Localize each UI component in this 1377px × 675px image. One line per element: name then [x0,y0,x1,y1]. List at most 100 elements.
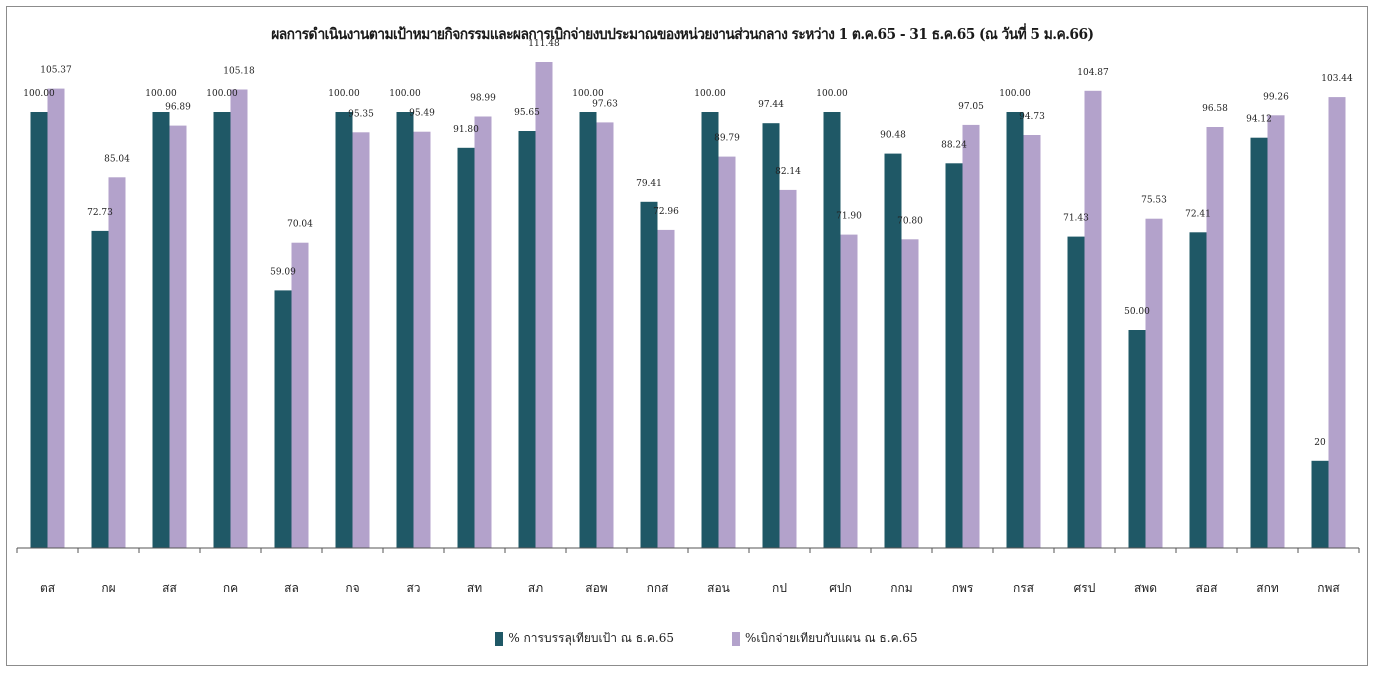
category-label-7: สท [467,581,482,595]
bar-series-2-11 [718,156,736,548]
category-label-11: สอน [707,581,730,595]
bar-series-1-3 [213,112,231,548]
bar-series-1-9 [579,112,597,548]
legend-label-series-2: %เบิกจ่ายเทียบกับแผน ณ ธ.ค.65 [744,631,918,645]
data-label-series-1-1: 72.73 [87,208,113,218]
data-label-series-2-16: 94.73 [1019,112,1045,122]
data-label-series-1-7: 91.80 [453,125,479,135]
bar-series-1-10 [640,201,658,549]
legend-item-series-2: %เบิกจ่ายเทียบกับแผน ณ ธ.ค.65 [731,629,918,648]
category-label-16: กรส [1013,581,1035,595]
bar-series-1-4 [274,290,292,548]
category-label-14: กกม [890,581,912,595]
data-label-series-2-7: 98.99 [470,94,496,104]
bar-series-1-16 [1006,112,1024,548]
category-label-12: กป [772,581,787,595]
bar-series-2-1 [108,177,126,549]
data-label-series-1-11: 100.00 [694,89,726,99]
data-label-series-2-1: 85.04 [104,154,130,164]
bar-series-1-13 [823,112,841,548]
data-label-series-1-14: 90.48 [880,131,906,141]
category-label-4: สล [284,581,299,595]
bar-series-2-13 [840,234,858,548]
data-label-series-2-11: 89.79 [714,134,740,144]
category-label-13: ศปก [829,581,852,595]
bar-series-1-8 [518,131,536,548]
data-label-series-2-10: 72.96 [653,207,679,217]
category-label-3: กค [223,581,238,595]
category-label-5: กจ [345,581,359,595]
data-label-series-1-18: 50.00 [1124,307,1150,317]
data-label-series-1-4: 59.09 [270,267,296,277]
data-label-series-2-12: 82.14 [775,167,801,177]
data-label-series-1-8: 95.65 [514,108,540,118]
bar-series-1-2 [152,112,170,548]
bar-series-1-12 [762,123,780,548]
legend-swatch-series-2 [731,631,740,646]
data-label-series-1-0: 100.00 [23,89,55,99]
data-label-series-2-20: 99.26 [1263,92,1289,102]
data-label-series-2-4: 70.04 [287,220,313,230]
bar-series-2-17 [1084,90,1102,549]
data-label-series-2-19: 96.58 [1202,104,1228,114]
bar-series-2-6 [413,131,431,548]
data-label-series-2-13: 71.90 [836,212,862,222]
bar-series-1-21 [1311,460,1329,548]
data-label-series-2-0: 105.37 [40,66,72,76]
data-label-series-1-13: 100.00 [816,89,848,99]
category-label-0: ตส [40,581,56,595]
bar-series-1-19 [1189,232,1207,549]
bar-series-2-10 [657,229,675,548]
category-label-19: สอส [1196,581,1219,595]
bar-series-2-18 [1145,218,1163,548]
data-label-series-2-14: 70.80 [897,216,923,226]
bar-series-2-5 [352,132,370,549]
bar-series-2-3 [230,89,248,548]
data-label-series-1-12: 97.44 [758,100,784,110]
bar-series-1-15 [945,163,963,549]
data-label-series-1-16: 100.00 [999,89,1031,99]
category-label-8: สภ [528,581,543,595]
data-label-series-1-9: 100.00 [572,89,604,99]
bar-series-2-16 [1023,135,1041,548]
data-label-series-1-15: 88.24 [941,140,967,150]
bar-series-2-19 [1206,127,1224,548]
data-label-series-2-8: 111.48 [528,39,560,49]
bar-series-1-6 [396,112,414,548]
bar-series-1-18 [1128,330,1146,548]
data-label-series-2-15: 97.05 [958,102,984,112]
data-label-series-1-20: 94.12 [1246,115,1272,125]
bar-series-1-17 [1067,236,1085,548]
category-label-18: สพด [1134,581,1157,595]
data-label-series-2-18: 75.53 [1141,196,1167,206]
chart-title: ผลการดำเนินงานตามเป้าหมายกิจกรรมและผลการ… [271,25,1094,43]
bar-series-2-14 [901,239,919,549]
category-label-6: สว [406,581,420,595]
legend-label-series-1: % การบรรลุเทียบเป้า ณ ธ.ค.65 [508,631,674,645]
bar-series-2-9 [596,122,614,549]
bar-series-1-11 [701,112,719,548]
bar-series-2-0 [47,88,65,548]
category-label-1: กผ [101,581,115,595]
data-label-series-2-21: 103.44 [1321,74,1353,84]
bar-series-1-14 [884,153,902,548]
data-label-series-1-17: 71.43 [1063,214,1089,224]
category-label-20: สกท [1256,581,1279,595]
category-label-17: ศรป [1074,581,1096,595]
data-label-series-1-2: 100.00 [145,89,177,99]
data-label-series-1-19: 72.41 [1185,209,1211,219]
bar-series-2-4 [291,242,309,548]
bar-series-1-1 [91,230,109,548]
bar-series-1-0 [30,112,48,548]
data-label-series-2-5: 95.35 [348,109,374,119]
legend-item-series-1: % การบรรลุเทียบเป้า ณ ธ.ค.65 [495,629,674,648]
legend: % การบรรลุเทียบเป้า ณ ธ.ค.65 %เบิกจ่ายเท… [0,629,1377,648]
bar-series-2-7 [474,116,492,548]
bar-series-2-2 [169,125,187,548]
data-label-series-2-3: 105.18 [223,67,255,77]
bar-series-2-15 [962,124,980,549]
data-label-series-1-6: 100.00 [389,89,421,99]
category-label-10: กกส [647,581,670,595]
bar-series-2-12 [779,189,797,548]
